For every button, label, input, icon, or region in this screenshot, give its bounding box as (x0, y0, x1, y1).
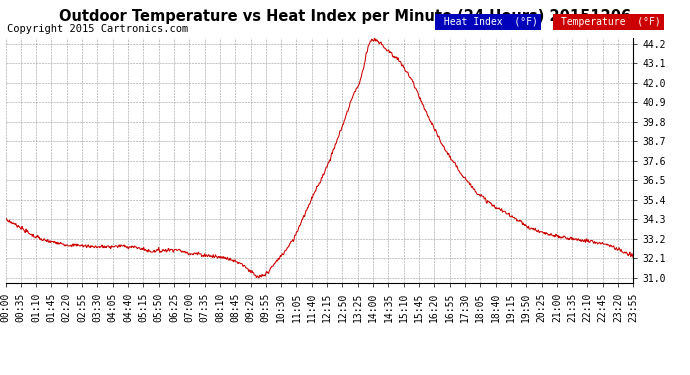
Text: Copyright 2015 Cartronics.com: Copyright 2015 Cartronics.com (7, 24, 188, 34)
Text: Heat Index  (°F): Heat Index (°F) (438, 17, 538, 27)
Text: Outdoor Temperature vs Heat Index per Minute (24 Hours) 20151206: Outdoor Temperature vs Heat Index per Mi… (59, 9, 631, 24)
Text: Temperature  (°F): Temperature (°F) (555, 17, 661, 27)
